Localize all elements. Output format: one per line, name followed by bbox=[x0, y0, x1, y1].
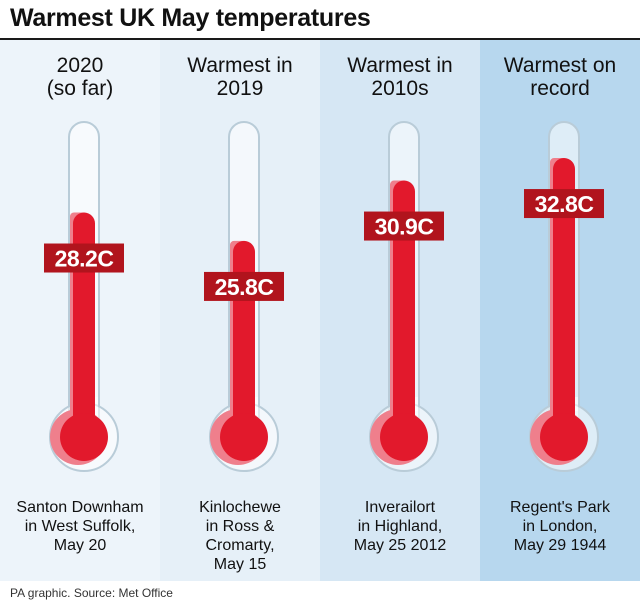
panel-heading: 2020 (so far) bbox=[0, 54, 160, 100]
location-line: Regent's Park bbox=[510, 499, 610, 516]
heading-line: (so far) bbox=[46, 77, 114, 100]
value-label: 25.8C bbox=[215, 274, 274, 300]
value-label-box bbox=[204, 271, 284, 301]
mercury-column bbox=[233, 240, 255, 437]
location-line: May 25 2012 bbox=[353, 537, 447, 554]
value-label-box bbox=[364, 211, 444, 241]
panel-heading: Warmest in 2019 bbox=[160, 54, 320, 100]
location-line: May 15 bbox=[213, 556, 267, 573]
mercury-bulb bbox=[60, 413, 108, 461]
location-caption: Santon Downham in West Suffolk, May 20 bbox=[0, 498, 160, 555]
title-rule bbox=[0, 38, 640, 40]
heading-line: Warmest on bbox=[503, 54, 617, 77]
value-label-box bbox=[44, 243, 124, 273]
thermometer: 25.8C bbox=[204, 121, 284, 472]
location-line: Cromarty, bbox=[205, 537, 275, 554]
thermometer: 32.8C bbox=[524, 121, 604, 472]
mercury-column bbox=[393, 180, 415, 437]
heading-line: record bbox=[530, 77, 590, 100]
location-line: May 29 1944 bbox=[513, 537, 607, 554]
mercury-bulb bbox=[380, 413, 428, 461]
heading-line: 2019 bbox=[216, 77, 264, 100]
source-credit: PA graphic. Source: Met Office bbox=[10, 586, 173, 600]
location-line: in London, bbox=[522, 518, 598, 535]
panel-record: Warmest on record 32.8C Regent's Park in… bbox=[480, 40, 640, 581]
heading-line: Warmest in bbox=[187, 54, 293, 77]
thermometer-panels: 2020 (so far) 28.2C Santon Downham in We… bbox=[0, 40, 640, 581]
panel-heading: Warmest on record bbox=[480, 54, 640, 100]
location-line: in Ross & bbox=[205, 518, 275, 535]
location-line: May 20 bbox=[53, 537, 107, 554]
heading-line: Warmest in bbox=[347, 54, 453, 77]
location-caption: Regent's Park in London, May 29 1944 bbox=[480, 498, 640, 555]
location-line: in Highland, bbox=[357, 518, 443, 535]
chart-title: Warmest UK May temperatures bbox=[10, 4, 371, 32]
location-line: Santon Downham bbox=[16, 499, 144, 516]
location-caption: Kinlochewe in Ross & Cromarty, May 15 bbox=[160, 498, 320, 574]
mercury-column bbox=[553, 158, 575, 437]
panel-2019: Warmest in 2019 25.8C Kinlochewe in Ross… bbox=[160, 40, 320, 581]
location-line: Kinlochewe bbox=[199, 499, 281, 516]
panel-2010s: Warmest in 2010s 30.9C Inverailort in Hi… bbox=[320, 40, 480, 581]
location-line: Inverailort bbox=[364, 499, 436, 516]
heading-line: 2010s bbox=[371, 77, 429, 100]
thermometer: 30.9C bbox=[364, 121, 444, 472]
value-label: 32.8C bbox=[535, 191, 594, 217]
value-label: 30.9C bbox=[375, 214, 434, 240]
heading-line: 2020 bbox=[56, 54, 104, 77]
location-line: in West Suffolk, bbox=[24, 518, 136, 535]
value-label: 28.2C bbox=[55, 246, 114, 272]
mercury-bulb bbox=[220, 413, 268, 461]
thermometer: 28.2C bbox=[44, 121, 124, 472]
panel-2020: 2020 (so far) 28.2C Santon Downham in We… bbox=[0, 40, 160, 581]
location-caption: Inverailort in Highland, May 25 2012 bbox=[320, 498, 480, 555]
mercury-bulb bbox=[540, 413, 588, 461]
panel-heading: Warmest in 2010s bbox=[320, 54, 480, 100]
value-label-box bbox=[524, 189, 604, 219]
